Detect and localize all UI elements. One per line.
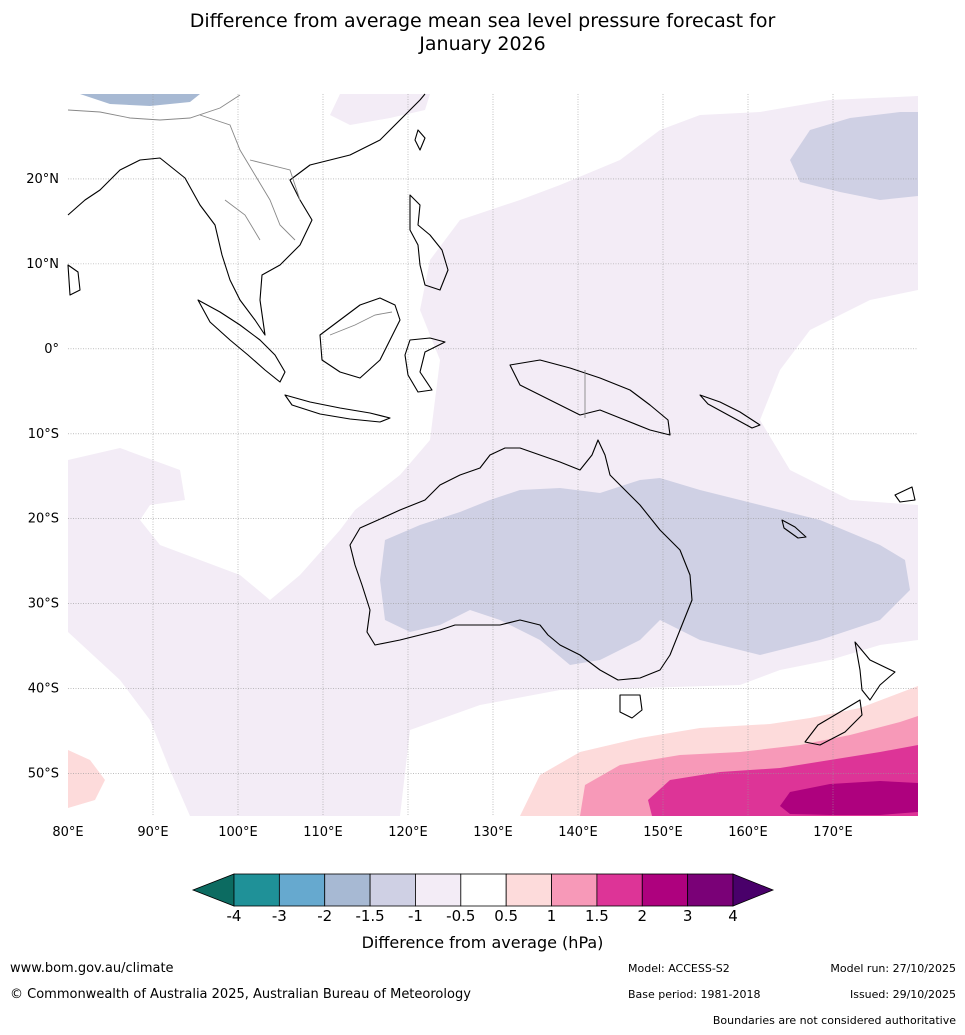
- lon-label: 120°E: [388, 825, 428, 840]
- borneo-coastline: [319, 297, 401, 379]
- colorbar-segment: [687, 873, 734, 907]
- colorbar-segment: [369, 873, 416, 907]
- australia-coastline: [349, 439, 693, 681]
- colorbar-tick-label: 0.5: [494, 907, 519, 925]
- longitude-labels: 80°E 90°E 100°E 110°E 120°E 130°E 140°E 150°E 16…: [52, 825, 852, 840]
- colorbar-segment: [551, 873, 598, 907]
- lon-label: 150°E: [643, 825, 683, 840]
- colorbar-segment: [641, 873, 689, 907]
- anomaly-region-west-small: [68, 750, 105, 808]
- colorbar-segment: [278, 873, 326, 907]
- colorbar-tick-label: 1.5: [584, 907, 609, 925]
- anomaly-region-two-to-three: [780, 781, 918, 815]
- border-himalaya: [67, 94, 241, 121]
- asia-mainland-coastline: [67, 93, 426, 336]
- colorbar-segment: [596, 873, 643, 907]
- java-coastline: [284, 394, 391, 423]
- lat-label: 0°: [44, 342, 59, 357]
- coastlines: [67, 93, 916, 746]
- lat-label: 50°S: [28, 767, 59, 782]
- anomaly-region-positive: [68, 686, 918, 816]
- model-run-date: Model run: 27/10/2025: [830, 962, 956, 975]
- map-gridlines: [68, 94, 918, 816]
- lon-label: 160°E: [728, 825, 768, 840]
- lon-label: 130°E: [473, 825, 513, 840]
- solomon-islands-coastline: [699, 394, 761, 429]
- model-name: Model: ACCESS-S2: [628, 962, 730, 975]
- colorbar-segment: [460, 873, 507, 907]
- new-caledonia-coastline: [781, 519, 807, 539]
- lon-label: 170°E: [813, 825, 853, 840]
- lat-label: 30°S: [28, 597, 59, 612]
- colorbar: [191, 873, 775, 907]
- lon-label: 80°E: [52, 825, 83, 840]
- colorbar-extend-low: [191, 873, 235, 907]
- map-title: Difference from average mean sea level p…: [0, 10, 965, 56]
- philippines-coastline: [409, 194, 449, 291]
- copyright-text: © Commonwealth of Australia 2025, Austra…: [10, 987, 471, 1002]
- colorbar-tick-label: 1: [546, 907, 557, 925]
- boundaries-disclaimer: Boundaries are not considered authoritat…: [712, 1014, 956, 1027]
- lon-label: 110°E: [303, 825, 343, 840]
- colorbar-title: Difference from average (hPa): [361, 933, 604, 952]
- taiwan-coastline: [414, 129, 426, 151]
- lon-label: 90°E: [137, 825, 168, 840]
- lat-label: 10°S: [28, 427, 59, 442]
- lon-label: 140°E: [558, 825, 598, 840]
- colorbar-segment: [505, 873, 552, 907]
- colorbar-tick-label: -4: [226, 907, 242, 925]
- issued-date: Issued: 29/10/2025: [849, 988, 956, 1001]
- border-borneo: [329, 311, 393, 336]
- colorbar-tick-label: -1: [407, 907, 423, 925]
- colorbar-tick-label: 2: [637, 907, 648, 925]
- fiji-coastline: [894, 486, 916, 503]
- colorbar-segment: [233, 873, 280, 907]
- border-indochina: [199, 114, 301, 241]
- lon-label: 100°E: [218, 825, 258, 840]
- anomaly-region-moderate-negative: [80, 94, 918, 665]
- sumatra-coastline: [197, 299, 286, 383]
- sulawesi-coastline: [404, 337, 446, 393]
- colorbar-tick-label: 3: [682, 907, 693, 925]
- title-line-1: Difference from average mean sea level p…: [189, 10, 776, 32]
- base-period: Base period: 1981-2018: [628, 988, 761, 1001]
- colorbar-extend-high: [732, 873, 775, 907]
- colorbar-tick-label: -0.5: [446, 907, 476, 925]
- new-zealand-south-coastline: [804, 699, 863, 746]
- colorbar-tick-label: -3: [271, 907, 287, 925]
- lat-label: 10°N: [26, 257, 59, 272]
- lat-label: 20°S: [28, 512, 59, 527]
- tasmania-coastline: [619, 694, 643, 719]
- colorbar-segment: [415, 873, 462, 907]
- colorbar-segment: [324, 873, 371, 907]
- colorbar-tick-label: -1.5: [355, 907, 385, 925]
- website-link[interactable]: www.bom.gov.au/climate: [10, 961, 174, 976]
- colorbar-tick-label: 4: [728, 907, 738, 925]
- country-borders: [67, 94, 586, 418]
- title-line-2: January 2026: [419, 33, 546, 55]
- colorbar-tick-label: -2: [317, 907, 333, 925]
- latitude-labels: 20°N 10°N 0° 10°S 20°S 30°S 40°S 50°S: [26, 172, 59, 782]
- sri-lanka-coastline: [67, 264, 81, 296]
- new-zealand-coastline: [854, 641, 896, 701]
- lat-label: 40°S: [28, 682, 59, 697]
- lat-label: 20°N: [26, 172, 59, 187]
